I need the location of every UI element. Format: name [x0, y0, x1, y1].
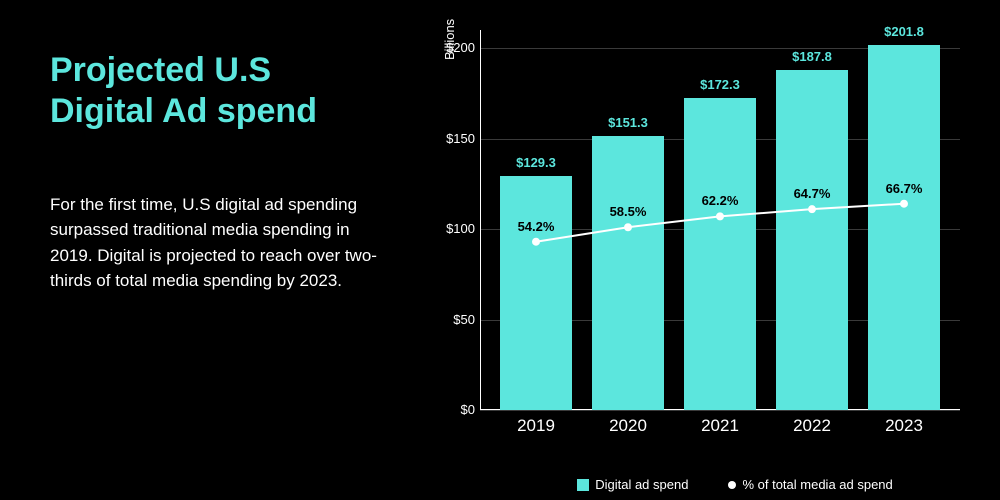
- y-tick-label: $200: [435, 40, 475, 55]
- text-panel: Projected U.S Digital Ad spend For the f…: [0, 0, 420, 500]
- bar-value-label: $201.8: [884, 24, 924, 39]
- legend-line-dot: [728, 481, 736, 489]
- line-value-label: 64.7%: [794, 186, 831, 201]
- bar: [868, 45, 940, 410]
- line-value-label: 54.2%: [518, 219, 555, 234]
- legend-bar-label: Digital ad spend: [595, 477, 688, 492]
- bar-value-label: $151.3: [608, 115, 648, 130]
- bar-group: $151.32020: [592, 115, 664, 410]
- bar: [500, 176, 572, 410]
- gridline: [480, 410, 960, 411]
- legend-bar-swatch: [577, 479, 589, 491]
- bar-group: $187.82022: [776, 49, 848, 410]
- legend-item-line: % of total media ad spend: [728, 477, 892, 492]
- chart-title: Projected U.S Digital Ad spend: [50, 50, 380, 132]
- legend-item-bar: Digital ad spend: [577, 477, 688, 492]
- bar: [684, 98, 756, 410]
- legend-line-label: % of total media ad spend: [742, 477, 892, 492]
- x-axis-label: 2020: [609, 416, 647, 436]
- bar-value-label: $129.3: [516, 155, 556, 170]
- x-axis-label: 2021: [701, 416, 739, 436]
- bar-value-label: $187.8: [792, 49, 832, 64]
- x-axis-label: 2022: [793, 416, 831, 436]
- bar-group: $201.82023: [868, 24, 940, 410]
- y-tick-label: $150: [435, 131, 475, 146]
- bar-group: $172.32021: [684, 77, 756, 410]
- bar: [776, 70, 848, 410]
- line-value-label: 66.7%: [886, 181, 923, 196]
- bar: [592, 136, 664, 410]
- x-axis-label: 2023: [885, 416, 923, 436]
- y-tick-label: $0: [435, 402, 475, 417]
- y-tick-label: $100: [435, 221, 475, 236]
- bar-group: $129.32019: [500, 155, 572, 410]
- legend: Digital ad spend % of total media ad spe…: [470, 477, 1000, 492]
- y-tick-label: $50: [435, 312, 475, 327]
- x-axis-label: 2019: [517, 416, 555, 436]
- chart-description: For the first time, U.S digital ad spend…: [50, 192, 380, 294]
- line-value-label: 62.2%: [702, 193, 739, 208]
- chart-panel: Billions $0$50$100$150$200 $129.32019$15…: [420, 0, 1000, 500]
- line-value-label: 58.5%: [610, 204, 647, 219]
- bar-value-label: $172.3: [700, 77, 740, 92]
- chart-area: Billions $0$50$100$150$200 $129.32019$15…: [480, 30, 960, 410]
